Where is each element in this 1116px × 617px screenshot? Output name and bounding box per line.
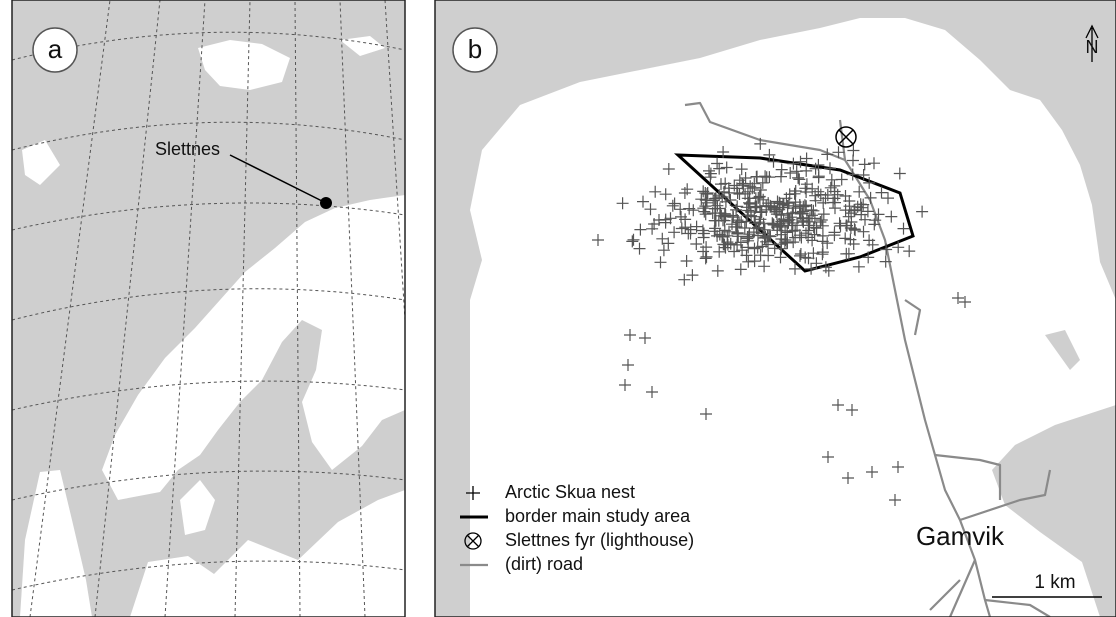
nest-markers: [592, 137, 971, 506]
legend-entry: Slettnes fyr (lighthouse): [505, 530, 694, 550]
legend: Arctic Skua nest border main study area …: [460, 482, 694, 574]
nest-crosses: [592, 137, 971, 506]
scale-label: 1 km: [1034, 572, 1075, 593]
panel-b-map: N Gamvik 1 km Arctic Skua nest border ma…: [435, 0, 1116, 617]
legend-entry: Arctic Skua nest: [505, 482, 635, 502]
north-label: N: [1086, 37, 1099, 57]
place-label: Slettnes: [155, 139, 220, 159]
town-label: Gamvik: [916, 521, 1005, 551]
panel-label: b: [468, 34, 482, 64]
panel-label: a: [48, 34, 63, 64]
legend-entry: (dirt) road: [505, 554, 583, 574]
panel-a-map: Slettnes: [12, 0, 405, 617]
legend-entry: border main study area: [505, 506, 691, 526]
